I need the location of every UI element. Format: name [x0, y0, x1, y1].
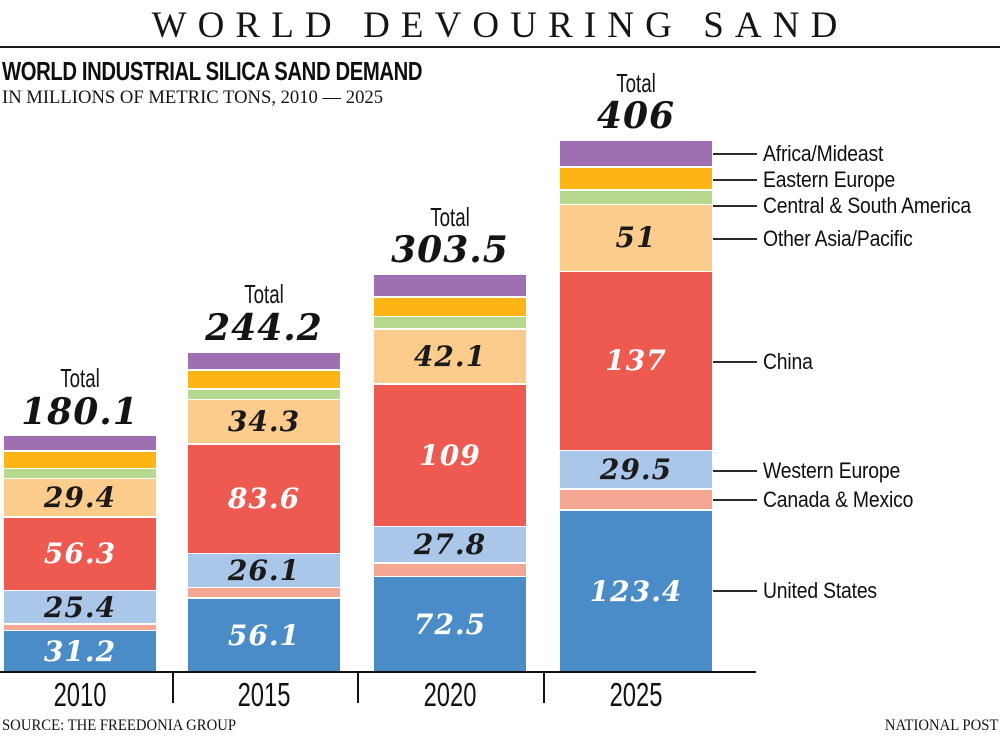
legend-label-central-south-america: Central & South America	[763, 193, 971, 219]
bar-segment-other-asia-pacific: 34.3	[188, 400, 340, 444]
bar-segment-other-asia-pacific: 51	[560, 205, 712, 271]
chart-units-label: IN MILLIONS OF METRIC TONS, 2010 — 2025	[2, 87, 384, 108]
x-axis-label-2010: 2010	[53, 676, 107, 713]
publisher-credit: NATIONAL POST	[884, 717, 998, 734]
total-value: 244.2	[205, 306, 323, 349]
bar-segment-africa-mideast	[4, 436, 156, 451]
segment-value-label: 72.5	[413, 608, 487, 642]
segment-value-label: 42.1	[413, 339, 487, 373]
x-axis	[0, 671, 756, 673]
legend-leader-line	[713, 237, 757, 240]
bar-segment-central-south-america	[560, 190, 712, 204]
segment-value-label: 25.4	[43, 590, 117, 624]
total-word: Total	[430, 201, 470, 232]
chart-title: WORLD INDUSTRIAL SILICA SAND DEMAND	[2, 56, 423, 86]
total-word: Total	[616, 67, 656, 98]
legend-label-western-europe: Western Europe	[763, 457, 901, 483]
bar-segment-western-europe: 25.4	[4, 590, 156, 624]
segment-value-label: 56.1	[227, 618, 301, 652]
bar-segment-china: 56.3	[4, 517, 156, 590]
legend-leader-line	[713, 179, 757, 182]
bar-segment-other-asia-pacific: 29.4	[4, 479, 156, 517]
segment-value-label: 26.1	[227, 554, 301, 588]
legend-label-africa-mideast: Africa/Mideast	[763, 141, 884, 167]
bar-segment-western-europe: 29.5	[560, 451, 712, 489]
bar-segment-central-south-america	[374, 317, 526, 329]
legend-leader-line	[713, 205, 757, 208]
bar-segment-africa-mideast	[188, 352, 340, 370]
bar-segment-eastern-europe	[4, 451, 156, 468]
segment-value-label: 123.4	[589, 574, 683, 608]
bar-segment-canada-mexico	[374, 563, 526, 576]
page-title: WORLD DEVOURING SAND	[151, 5, 849, 46]
segment-value-label: 56.3	[43, 537, 117, 571]
bar-segment-canada-mexico	[4, 624, 156, 630]
x-axis-tick	[172, 672, 174, 703]
segment-value-label: 27.8	[413, 528, 487, 562]
total-annotation: Total 303.5	[374, 201, 526, 272]
legend-leader-line	[713, 590, 757, 593]
legend-label-united-states: United States	[763, 578, 877, 604]
x-axis-label-2015: 2015	[237, 676, 291, 713]
bar-segment-canada-mexico	[188, 588, 340, 598]
bar-segment-eastern-europe	[188, 370, 340, 389]
bar-segment-eastern-europe	[374, 297, 526, 316]
bar-segment-western-europe: 26.1	[188, 554, 340, 587]
total-value: 303.5	[391, 229, 509, 272]
bar-segment-canada-mexico	[560, 489, 712, 510]
legend-label-eastern-europe: Eastern Europe	[763, 167, 896, 193]
bar-segment-china: 83.6	[188, 444, 340, 553]
segment-value-label: 83.6	[227, 482, 301, 516]
title-divider	[0, 46, 1000, 48]
total-word: Total	[60, 363, 100, 394]
segment-value-label: 29.5	[599, 453, 673, 487]
bar-segment-eastern-europe	[560, 167, 712, 189]
source-credit: SOURCE: THE FREEDONIA GROUP	[2, 717, 237, 734]
bar-segment-china: 137	[560, 272, 712, 450]
bar-segment-central-south-america	[4, 469, 156, 478]
total-annotation: Total 244.2	[188, 281, 340, 347]
x-axis-label-2020: 2020	[423, 676, 477, 713]
bar-segment-central-south-america	[188, 389, 340, 399]
segment-value-label: 137	[605, 344, 667, 378]
bar-segment-united-states: 123.4	[560, 510, 712, 672]
bar-segment-united-states: 31.2	[4, 631, 156, 672]
bar-segment-africa-mideast	[374, 274, 526, 297]
legend-leader-line	[713, 153, 757, 156]
legend-label-canada-mexico: Canada & Mexico	[763, 487, 914, 513]
legend-label-other-asia-pacific: Other Asia/Pacific	[763, 225, 913, 251]
x-axis-tick	[357, 672, 359, 703]
bar-segment-western-europe: 27.8	[374, 527, 526, 563]
bar-segment-other-asia-pacific: 42.1	[374, 329, 526, 384]
segment-value-label: 31.2	[43, 635, 117, 669]
segment-value-label: 51	[615, 221, 657, 255]
legend-leader-line	[713, 360, 757, 363]
segment-value-label: 34.3	[227, 405, 301, 439]
x-axis-tick	[543, 672, 545, 703]
x-axis-label-2025: 2025	[609, 676, 663, 713]
total-word: Total	[244, 279, 284, 310]
legend-leader-line	[713, 499, 757, 502]
legend-leader-line	[713, 469, 757, 472]
bar-segment-united-states: 56.1	[188, 598, 340, 672]
bar-segment-africa-mideast	[560, 141, 712, 166]
bar-segment-china: 109	[374, 384, 526, 526]
segment-value-label: 109	[419, 438, 481, 472]
total-value: 180.1	[21, 390, 139, 433]
legend-label-china: China	[763, 348, 813, 374]
segment-value-label: 29.4	[43, 481, 117, 515]
total-annotation: Total 180.1	[4, 363, 156, 433]
bar-segment-united-states: 72.5	[374, 577, 526, 672]
total-value: 406	[596, 95, 676, 138]
total-annotation: Total 406	[560, 67, 712, 138]
